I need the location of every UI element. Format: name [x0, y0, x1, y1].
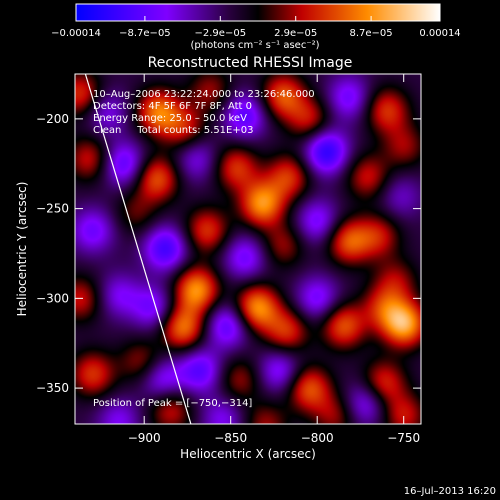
annotation-clean-counts: Clean Total counts: 5.51E+03 — [93, 125, 253, 136]
x-tick-label: −800 — [301, 431, 334, 445]
y-tick-label: −350 — [36, 381, 69, 395]
annotation-detectors: Detectors: 4F 5F 6F 7F 8F, Att 0 — [93, 101, 252, 112]
heatmap-image — [75, 74, 421, 424]
plot-area — [75, 74, 421, 424]
colorbar-tick-label: −2.9e−05 — [195, 28, 247, 39]
footer-timestamp: 16–Jul–2013 16:20 — [404, 486, 496, 497]
colorbar-unit-label: (photons cm⁻² s⁻¹ asec⁻²) — [190, 40, 319, 51]
y-tick-label: −200 — [36, 112, 69, 126]
x-axis-label: Heliocentric X (arcsec) — [180, 447, 316, 461]
colorbar — [75, 3, 441, 22]
colorbar-tick-label: 2.9e−05 — [274, 28, 317, 39]
x-tick-label: −850 — [214, 431, 247, 445]
chart-title: Reconstructed RHESSI Image — [148, 55, 353, 71]
x-tick-label: −900 — [128, 431, 161, 445]
colorbar-tick-label: 8.7e−05 — [350, 28, 393, 39]
x-tick-label: −750 — [387, 431, 420, 445]
colorbar-tick-label: −0.00014 — [51, 28, 101, 39]
colorbar-tick-label: 0.00014 — [419, 28, 460, 39]
colorbar-ticks: −0.00014 −8.7e−05 −2.9e−05 2.9e−05 8.7e−05 0.… — [51, 16, 461, 39]
colorbar-tick-label: −8.7e−05 — [119, 28, 171, 39]
y-tick-label: −250 — [36, 202, 69, 216]
axis-ticks: −900 −850 −800 −750 −200 −250 −300 −350 — [36, 74, 421, 445]
plot-frame — [74, 73, 422, 425]
y-tick-label: −300 — [36, 291, 69, 305]
annotation-energy-range: Energy Range: 25.0 – 50.0 keV — [93, 113, 247, 124]
y-axis-label: Heliocentric Y (arcsec) — [15, 182, 29, 317]
observation-annotations: 10–Aug–2006 23:22:24.000 to 23:26:46.000… — [93, 89, 315, 409]
solar-limb-line — [84, 74, 192, 424]
annotation-time-range: 10–Aug–2006 23:22:24.000 to 23:26:46.000 — [93, 89, 315, 100]
annotation-peak-position: Position of Peak = [−750,−314] — [93, 398, 252, 409]
